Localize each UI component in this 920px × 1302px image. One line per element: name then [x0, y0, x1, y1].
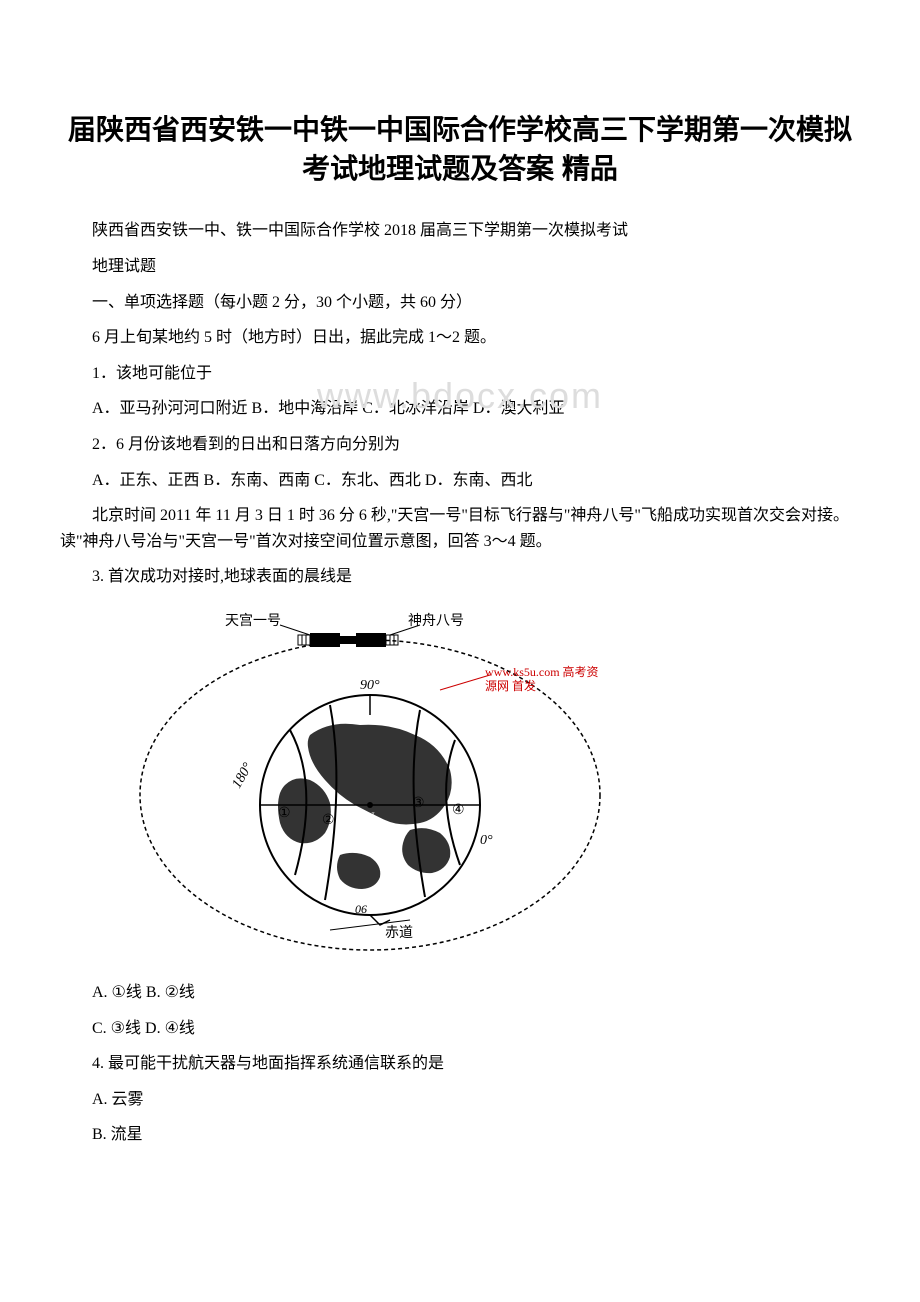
circled-1: ①: [278, 803, 291, 825]
question-1-options: A．亚马孙河河口附近 B．地中海沿岸 C．北冰洋沿岸 D．澳大利亚: [60, 396, 860, 422]
continents: [278, 724, 452, 889]
earth-diagram: 天宫一号 神舟八号 www.ks5u.com 高考资 源网 首发 90° 180…: [130, 605, 610, 965]
circled-2: ②: [322, 810, 335, 832]
question-2: 2．6 月份该地看到的日出和日落方向分别为: [60, 432, 860, 458]
source-label-2: 源网 首发: [485, 677, 536, 696]
source-leader: [440, 675, 490, 690]
context-1: 6 月上旬某地约 5 时（地方时）日出，据此完成 1～2 题。: [60, 325, 860, 351]
spacecraft-group: [280, 625, 420, 647]
intro-text: 陕西省西安铁一中、铁一中国际合作学校 2018 届高三下学期第一次模拟考试: [60, 218, 860, 244]
question-3-options-ab: A. ①线 B. ②线: [60, 980, 860, 1006]
question-3-options-cd: C. ③线 D. ④线: [60, 1016, 860, 1042]
question-1: 1．该地可能位于: [60, 361, 860, 387]
docking-port-2: [348, 636, 356, 644]
tiangong-leader: [280, 625, 310, 635]
question-3: 3. 首次成功对接时,地球表面的晨线是: [60, 564, 860, 590]
context-2: 北京时间 2011 年 11 月 3 日 1 时 36 分 6 秒,"天宫一号"…: [60, 503, 860, 554]
circled-3: ③: [412, 793, 425, 815]
equator-deg: 06: [355, 900, 367, 919]
section-heading: 一、单项选择题（每小题 2 分，30 个小题，共 60 分）: [60, 290, 860, 316]
shenzhou-label: 神舟八号: [408, 611, 464, 633]
docking-port: [340, 636, 348, 644]
question-4-option-a: A. 云雾: [60, 1087, 860, 1113]
question-4: 4. 最可能干扰航天器与地面指挥系统通信联系的是: [60, 1051, 860, 1077]
diagram-svg: [130, 605, 610, 965]
lon-90-label: 90°: [360, 675, 380, 697]
lon-0-label: 0°: [480, 830, 493, 852]
question-2-options: A．正东、正西 B．东南、西南 C．东北、西北 D．东南、西北: [60, 468, 860, 494]
page-title: 届陕西省西安铁一中铁一中国际合作学校高三下学期第一次模拟考试地理试题及答案 精品: [60, 110, 860, 188]
question-4-option-b: B. 流星: [60, 1122, 860, 1148]
tiangong-label: 天宫一号: [225, 611, 281, 633]
circled-4: ④: [452, 800, 465, 822]
equator-label: 赤道: [385, 923, 413, 945]
tiangong-body: [310, 633, 340, 647]
tiangong-panel-left: [298, 635, 310, 645]
north-label: N: [366, 807, 375, 826]
shenzhou-body: [356, 633, 386, 647]
subject-text: 地理试题: [60, 254, 860, 280]
